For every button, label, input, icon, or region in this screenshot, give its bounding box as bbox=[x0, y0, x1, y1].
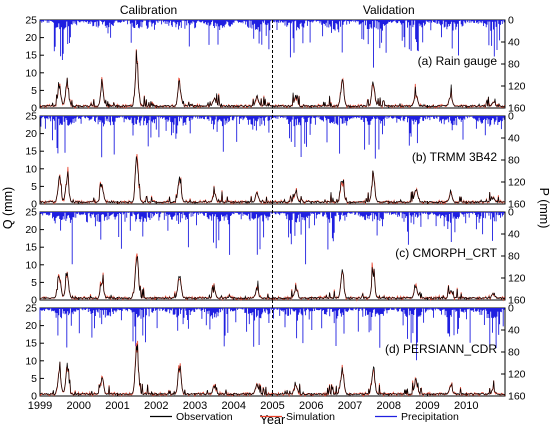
x-tick-label: 2006 bbox=[299, 400, 323, 412]
p-tick-label: 40 bbox=[508, 37, 520, 49]
x-tick-label: 2003 bbox=[183, 400, 207, 412]
x-axis-label: Year bbox=[260, 413, 285, 427]
p-tick-label: 80 bbox=[508, 155, 520, 167]
validation-title: Validation bbox=[363, 3, 415, 17]
p-tick-label: 160 bbox=[508, 295, 526, 307]
legend-label: Precipitation bbox=[401, 411, 459, 423]
precipitation-series bbox=[39, 20, 505, 68]
p-tick-label: 120 bbox=[508, 369, 526, 381]
q-tick-label: 20 bbox=[25, 224, 37, 236]
p-tick-label: 120 bbox=[508, 81, 526, 93]
q-tick-label: 25 bbox=[25, 207, 37, 219]
q-tick-label: 20 bbox=[25, 128, 37, 140]
panel-3: 0 5 10 15 20 25 0 40 80 120 160 (c) CMORPH_CRT bbox=[25, 207, 525, 307]
q-tick-label: 5 bbox=[31, 181, 37, 193]
x-tick-label: 1999 bbox=[28, 400, 52, 412]
p-tick-label: 40 bbox=[508, 133, 520, 145]
q-tick-label: 10 bbox=[25, 163, 37, 175]
panel-label: (b) TRMM 3B42 bbox=[412, 150, 497, 164]
panel-label: (c) CMORPH_CRT bbox=[395, 246, 497, 260]
p-tick-label: 80 bbox=[508, 251, 520, 263]
p-tick-label: 80 bbox=[508, 347, 520, 359]
p-tick-label: 0 bbox=[508, 303, 514, 315]
q-tick-label: 5 bbox=[31, 373, 37, 385]
x-tick-label: 2007 bbox=[338, 400, 362, 412]
q-tick-label: 5 bbox=[31, 277, 37, 289]
q-tick-label: 25 bbox=[25, 111, 37, 123]
x-tick-label: 2010 bbox=[454, 400, 478, 412]
q-tick-label: 5 bbox=[31, 85, 37, 97]
precipitation-series bbox=[39, 308, 505, 361]
q-tick-label: 0 bbox=[31, 199, 37, 211]
p-tick-label: 160 bbox=[508, 391, 526, 403]
legend-label: Observation bbox=[176, 411, 233, 423]
q-tick-label: 15 bbox=[25, 338, 37, 350]
panel-label: (a) Rain gauge bbox=[418, 54, 498, 68]
q-tick-label: 20 bbox=[25, 32, 37, 44]
panel-1: 0 5 10 15 20 25 0 40 80 120 160 (a) Rain gauge bbox=[25, 15, 525, 115]
q-tick-label: 0 bbox=[31, 295, 37, 307]
x-tick-label: 2001 bbox=[105, 400, 129, 412]
p-tick-label: 0 bbox=[508, 15, 514, 27]
q-tick-label: 15 bbox=[25, 146, 37, 158]
q-tick-label: 10 bbox=[25, 259, 37, 271]
x-tick-label: 2005 bbox=[260, 400, 284, 412]
p-tick-label: 160 bbox=[508, 199, 526, 211]
calibration-title: Calibration bbox=[120, 3, 177, 17]
observation-series bbox=[39, 344, 506, 396]
legend: Observation Simulation Precipitation bbox=[150, 411, 459, 423]
p-tick-label: 0 bbox=[508, 111, 514, 123]
precipitation-series bbox=[39, 212, 505, 265]
precipitation-series bbox=[39, 116, 505, 159]
q-tick-label: 15 bbox=[25, 242, 37, 254]
observation-series bbox=[39, 256, 506, 300]
x-tick-label: 2000 bbox=[67, 400, 91, 412]
panel-4: 0 5 10 15 20 25 0 40 80 120 160 (d) PERSIANN_CDR bbox=[25, 303, 525, 403]
panel-label: (d) PERSIANN_CDR bbox=[385, 342, 497, 356]
q-tick-label: 25 bbox=[25, 303, 37, 315]
q-tick-label: 10 bbox=[25, 355, 37, 367]
p-tick-label: 40 bbox=[508, 229, 520, 241]
y-axis-left-label: Q (mm) bbox=[1, 187, 15, 229]
p-tick-label: 160 bbox=[508, 103, 526, 115]
p-tick-label: 80 bbox=[508, 59, 520, 71]
p-tick-label: 40 bbox=[508, 325, 520, 337]
q-tick-label: 20 bbox=[25, 320, 37, 332]
q-tick-label: 0 bbox=[31, 103, 37, 115]
q-tick-label: 10 bbox=[25, 67, 37, 79]
q-tick-label: 25 bbox=[25, 15, 37, 27]
x-tick-label: 2004 bbox=[222, 400, 246, 412]
p-tick-label: 120 bbox=[508, 273, 526, 285]
legend-label: Simulation bbox=[286, 411, 335, 423]
q-tick-label: 0 bbox=[31, 391, 37, 403]
q-tick-label: 15 bbox=[25, 50, 37, 62]
x-tick-label: 2002 bbox=[144, 400, 168, 412]
p-tick-label: 0 bbox=[508, 207, 514, 219]
panel-2: 0 5 10 15 20 25 0 40 80 120 160 (b) TRMM 3B42 bbox=[25, 111, 525, 211]
y-axis-right-label: P (mm) bbox=[537, 188, 550, 229]
x-tick-label: 2008 bbox=[377, 400, 401, 412]
x-tick-label: 2009 bbox=[415, 400, 439, 412]
p-tick-label: 120 bbox=[508, 177, 526, 189]
